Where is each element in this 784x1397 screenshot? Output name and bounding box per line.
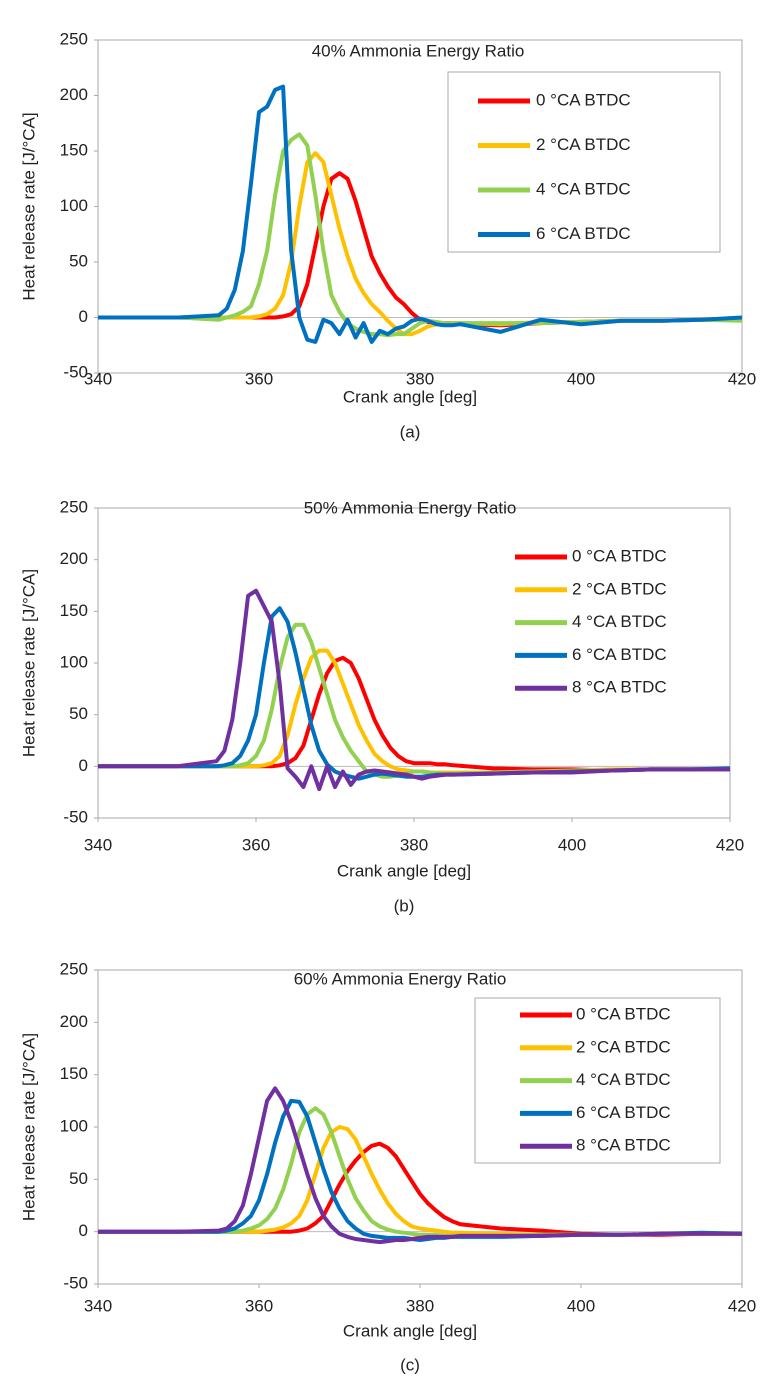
- series-line: [98, 1106, 742, 1238]
- caption: (c): [400, 1355, 420, 1374]
- legend-label: 0 °CA BTDC: [576, 1004, 671, 1023]
- x-tick-label: 360: [245, 369, 273, 388]
- series-line: [98, 1125, 742, 1237]
- y-tick-label: 100: [60, 652, 88, 671]
- y-tick-label: 50: [69, 704, 88, 723]
- x-tick-label: 360: [245, 1296, 273, 1315]
- x-tick-label: 420: [728, 1296, 756, 1315]
- y-tick-label: -50: [63, 362, 88, 381]
- y-axis-label: Heat release rate [J/°CA]: [19, 1033, 38, 1221]
- legend-label: 4 °CA BTDC: [572, 612, 667, 631]
- x-tick-label: 400: [567, 369, 595, 388]
- series-line: [98, 171, 742, 328]
- legend-label: 6 °CA BTDC: [536, 224, 631, 243]
- legend-label: 8 °CA BTDC: [572, 678, 667, 697]
- legend-label: 2 °CA BTDC: [572, 579, 667, 598]
- x-axis-label: Crank angle [deg]: [343, 387, 477, 406]
- legend-label: 2 °CA BTDC: [576, 1037, 671, 1056]
- y-tick-label: 100: [60, 196, 88, 215]
- legend-label: 8 °CA BTDC: [576, 1136, 671, 1155]
- y-tick-label: 200: [60, 549, 88, 568]
- y-tick-label: 50: [69, 1169, 88, 1188]
- series-line: [98, 655, 730, 773]
- x-tick-label: 380: [406, 1296, 434, 1315]
- x-tick-label: 340: [84, 835, 112, 854]
- series-line: [98, 588, 730, 792]
- series-line: [98, 648, 730, 775]
- y-tick-label: 150: [60, 140, 88, 159]
- y-tick-label: 150: [60, 1064, 88, 1083]
- y-tick-label: 200: [60, 85, 88, 104]
- y-tick-label: 0: [79, 307, 88, 326]
- x-tick-label: 380: [400, 835, 428, 854]
- legend-label: 4 °CA BTDC: [536, 179, 631, 198]
- y-tick-label: -50: [63, 1273, 88, 1292]
- x-tick-label: 420: [728, 369, 756, 388]
- y-tick-label: 0: [79, 1221, 88, 1240]
- x-tick-label: 400: [567, 1296, 595, 1315]
- y-tick-label: 250: [60, 959, 88, 978]
- series-line: [98, 132, 743, 338]
- legend-label: 6 °CA BTDC: [576, 1103, 671, 1122]
- chart-title: 60% Ammonia Energy Ratio: [294, 969, 507, 988]
- legend-frame: [474, 997, 721, 1164]
- series-line: [98, 1086, 742, 1245]
- x-tick-label: 360: [242, 835, 270, 854]
- x-axis-label: Crank angle [deg]: [343, 1321, 477, 1340]
- series-line: [98, 84, 743, 344]
- y-tick-label: 150: [60, 601, 88, 620]
- series-line: [98, 151, 742, 337]
- y-tick-label: 250: [60, 29, 88, 48]
- x-tick-label: 400: [558, 835, 586, 854]
- caption: (b): [394, 896, 415, 915]
- x-tick-label: 380: [406, 369, 434, 388]
- y-tick-label: 50: [69, 251, 88, 270]
- legend-label: 2 °CA BTDC: [536, 135, 631, 154]
- legend-label: 6 °CA BTDC: [572, 645, 667, 664]
- x-tick-label: 340: [84, 1296, 112, 1315]
- chart-title: 40% Ammonia Energy Ratio: [312, 41, 525, 60]
- legend-label: 0 °CA BTDC: [572, 546, 667, 565]
- legend-label: 0 °CA BTDC: [536, 90, 631, 109]
- y-tick-label: 200: [60, 1012, 88, 1031]
- x-tick-label: 420: [716, 835, 744, 854]
- legend-label: 4 °CA BTDC: [576, 1070, 671, 1089]
- y-tick-label: 250: [60, 497, 88, 516]
- chart-title: 50% Ammonia Energy Ratio: [304, 498, 517, 517]
- y-axis-label: Heat release rate [J/°CA]: [19, 569, 38, 757]
- caption: (a): [400, 422, 421, 441]
- y-tick-label: 0: [79, 756, 88, 775]
- x-tick-label: 340: [84, 369, 112, 388]
- y-tick-label: -50: [63, 807, 88, 826]
- x-axis-label: Crank angle [deg]: [337, 861, 471, 880]
- series-line: [98, 1141, 742, 1237]
- y-axis-label: Heat release rate [J/°CA]: [19, 112, 38, 300]
- legend-frame: [447, 71, 721, 253]
- y-tick-label: 100: [60, 1116, 88, 1135]
